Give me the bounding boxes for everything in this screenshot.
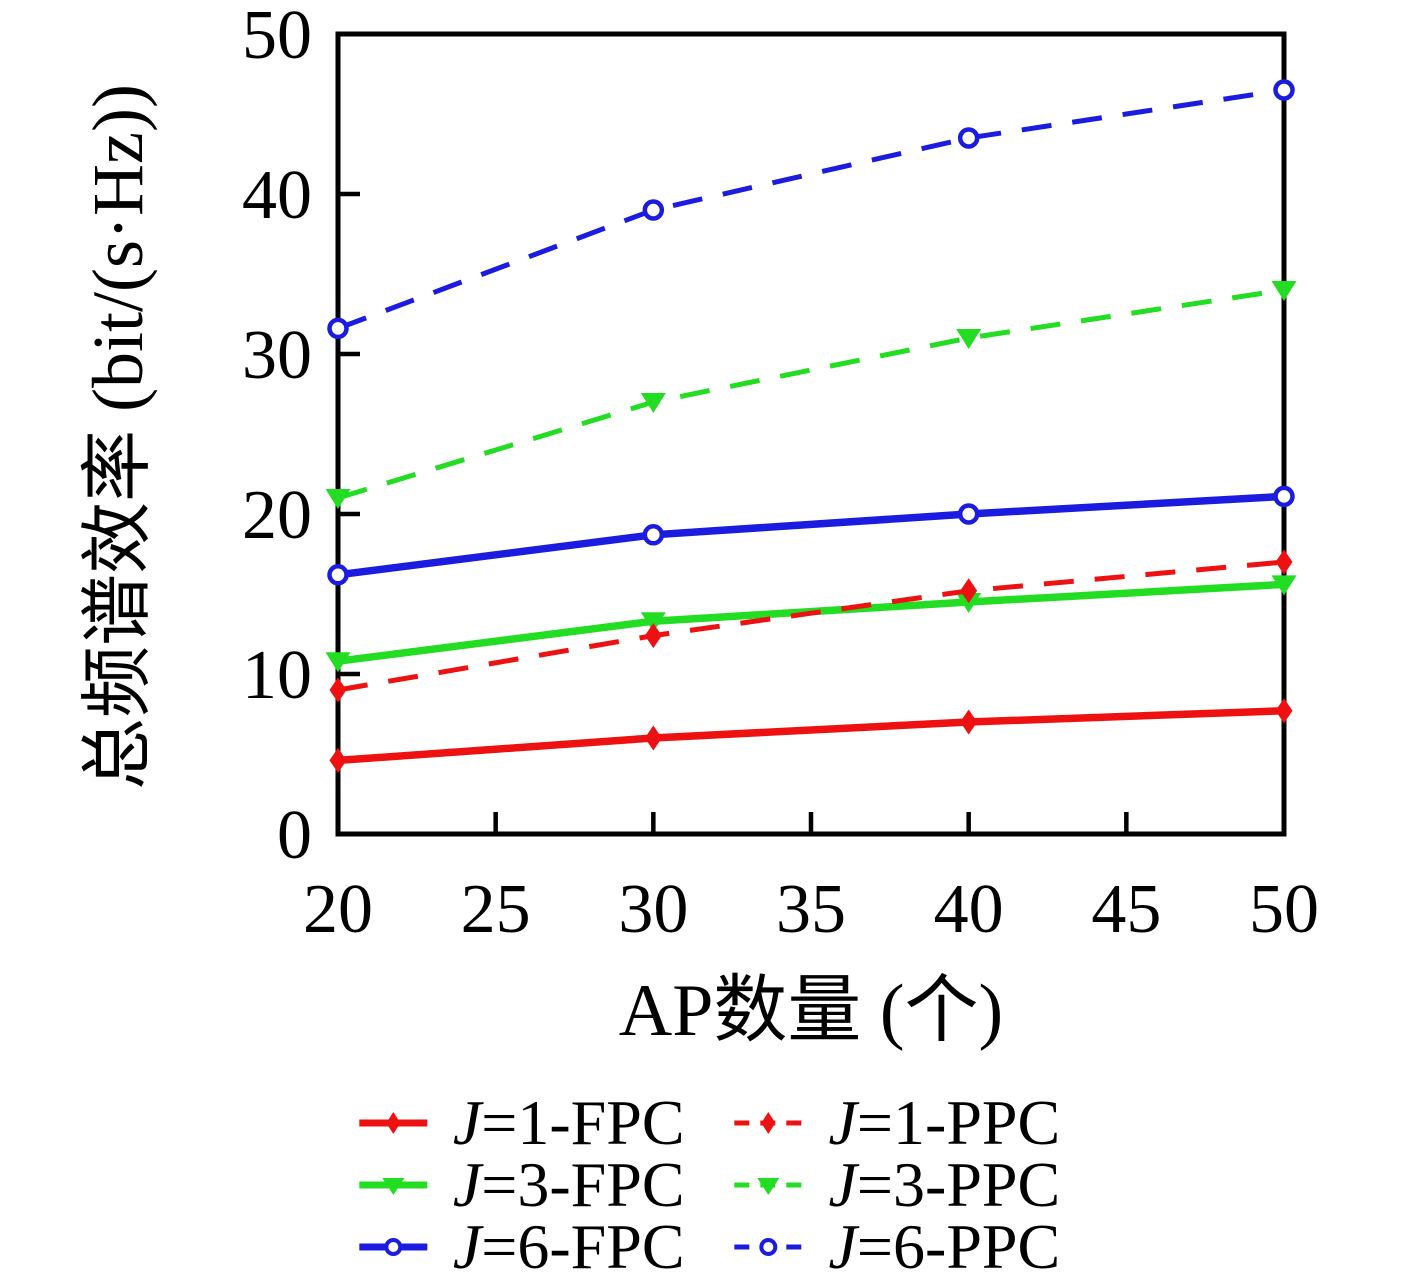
legend-label-j-symbol: J xyxy=(828,1149,857,1220)
legend-swatch-j-6-ppc-icon xyxy=(734,1238,803,1256)
x-tick-label: 30 xyxy=(618,871,688,948)
y-tick-label: 30 xyxy=(242,317,312,394)
series-marker-j-3-fpc xyxy=(325,652,351,673)
legend-label-j-symbol: J xyxy=(828,1211,857,1282)
series-marker-j-3-ppc xyxy=(956,329,982,349)
series-line-j-6-ppc xyxy=(337,87,1285,331)
series-line-j-3-fpc xyxy=(337,580,1285,665)
x-tick-label: 45 xyxy=(1091,871,1161,948)
series-marker-j-6-fpc xyxy=(642,524,665,546)
series-marker-j-6-ppc xyxy=(327,317,349,340)
legend-marker-j-3-ppc-icon xyxy=(757,1178,780,1195)
series-marker-j-3-ppc xyxy=(325,489,351,509)
legend-marker-j-1-ppc-icon xyxy=(761,1112,776,1134)
legend-label-j-symbol: J xyxy=(828,1087,857,1158)
legend-item-j-3-fpc: J=3-FPC xyxy=(357,1153,685,1217)
legend-marker-j-6-fpc-icon xyxy=(383,1238,402,1256)
x-tick-label: 20 xyxy=(303,871,373,948)
legend-item-j-1-ppc: J=1-PPC xyxy=(733,1091,1061,1155)
y-axis-label: 总频谱效率 (bit/(s·Hz)) xyxy=(78,84,158,790)
legend-label-j-6-fpc: J=6-FPC xyxy=(453,1215,685,1279)
y-tick-label: 40 xyxy=(242,157,312,234)
series-marker-j-3-ppc xyxy=(640,393,666,413)
series-marker-j-1-fpc xyxy=(329,747,347,773)
legend-marker-j-6-ppc-icon xyxy=(759,1238,778,1256)
legend-label-suffix: =3-PPC xyxy=(856,1149,1061,1220)
x-tick-label: 25 xyxy=(461,871,531,948)
series-marker-j-3-ppc xyxy=(1271,281,1297,301)
legend-label-j-1-ppc: J=1-PPC xyxy=(829,1091,1061,1155)
legend-swatch-j-1-fpc-icon xyxy=(358,1112,427,1134)
series-marker-j-1-ppc xyxy=(644,623,662,649)
legend-label-suffix: =3-FPC xyxy=(481,1149,685,1220)
legend-marker-j-3-fpc-icon xyxy=(381,1178,404,1195)
series-marker-j-1-ppc xyxy=(329,677,347,703)
legend-item-j-1-fpc: J=1-FPC xyxy=(357,1091,685,1155)
series-marker-j-1-ppc xyxy=(1275,549,1293,575)
legend-item-j-6-fpc: J=6-FPC xyxy=(357,1215,685,1279)
legend-label-j-6-ppc: J=6-PPC xyxy=(829,1215,1061,1279)
y-tick-label: 20 xyxy=(242,477,312,554)
legend-item-j-3-ppc: J=3-PPC xyxy=(733,1153,1061,1217)
legend-swatch-j-3-ppc-icon xyxy=(734,1178,803,1195)
legend-marker-j-1-fpc-icon xyxy=(385,1112,400,1134)
legend-label-suffix: =1-PPC xyxy=(856,1087,1061,1158)
legend-label-j-symbol: J xyxy=(452,1149,482,1220)
plot-border xyxy=(335,31,1287,837)
y-tick-label: 0 xyxy=(277,797,312,874)
legend: J=1-FPC J=1-PPC J=3-FPC J=3-PPC J=6-FPC J=6-P… xyxy=(357,1091,1061,1279)
series-line-j-1-ppc xyxy=(337,559,1285,693)
series-marker-j-3-fpc xyxy=(1271,575,1297,596)
series-marker-j-3-fpc xyxy=(640,612,666,633)
legend-label-suffix: =6-FPC xyxy=(481,1211,685,1282)
y-tick-label: 10 xyxy=(242,637,312,714)
series-line-j-1-fpc xyxy=(337,707,1285,765)
y-tick-label: 50 xyxy=(242,0,312,74)
legend-label-suffix: =6-PPC xyxy=(856,1211,1061,1282)
legend-label-j-symbol: J xyxy=(452,1087,482,1158)
series-line-j-6-fpc xyxy=(337,492,1285,579)
series-marker-j-6-fpc xyxy=(327,564,349,586)
legend-label-j-3-ppc: J=3-PPC xyxy=(829,1153,1061,1217)
series-marker-j-6-ppc xyxy=(957,127,980,149)
series-marker-j-6-fpc xyxy=(1273,485,1295,508)
x-axis-label: AP数量 (个) xyxy=(618,970,1004,1052)
legend-swatch-j-6-fpc-icon xyxy=(358,1238,427,1256)
series-marker-j-1-ppc xyxy=(960,578,978,604)
x-tick-label: 35 xyxy=(776,871,846,948)
x-tick-label: 40 xyxy=(934,871,1004,948)
series-marker-j-6-ppc xyxy=(1273,79,1295,101)
legend-swatch-j-3-fpc-icon xyxy=(358,1178,427,1195)
series-marker-j-1-fpc xyxy=(960,709,978,735)
series-marker-j-1-fpc xyxy=(1275,698,1293,724)
legend-item-j-6-ppc: J=6-PPC xyxy=(733,1215,1061,1279)
legend-label-j-3-fpc: J=3-FPC xyxy=(453,1153,685,1217)
legend-label-j-symbol: J xyxy=(452,1211,482,1282)
series-line-j-3-ppc xyxy=(337,287,1285,501)
legend-label-suffix: =1-FPC xyxy=(481,1087,685,1158)
legend-label-j-1-fpc: J=1-FPC xyxy=(453,1091,685,1155)
series-marker-j-6-fpc xyxy=(957,503,980,525)
series-marker-j-1-fpc xyxy=(644,725,662,751)
legend-swatch-j-1-ppc-icon xyxy=(734,1112,803,1134)
x-tick-label: 50 xyxy=(1249,871,1319,948)
series-marker-j-6-ppc xyxy=(642,199,665,221)
